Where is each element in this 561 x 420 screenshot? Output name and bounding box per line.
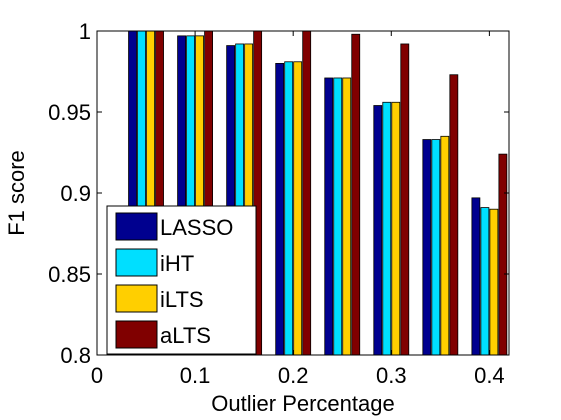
bar-iht-4 xyxy=(333,77,343,356)
legend-label-ilts: iLTS xyxy=(160,287,204,312)
bar-ilts-3 xyxy=(293,61,303,356)
bar-lasso-5 xyxy=(373,105,383,356)
y-tick-label: 0.8 xyxy=(60,343,91,368)
bar-iht-5 xyxy=(382,101,392,356)
x-tick-label: 0.3 xyxy=(376,363,407,388)
bar-ilts-6 xyxy=(440,135,450,356)
bar-lasso-6 xyxy=(422,139,432,356)
bar-alts-3 xyxy=(302,30,312,356)
bar-iht-7 xyxy=(480,207,490,356)
bar-ilts-4 xyxy=(342,77,352,356)
x-tick-label: 0.2 xyxy=(278,363,309,388)
legend-label-iht: iHT xyxy=(160,251,194,276)
bar-iht-6 xyxy=(431,139,441,356)
axis-tick-labels: 0.8 0.85 0.9 0.95 1 0 0.1 0.2 0.3 0.4 xyxy=(48,19,505,388)
bar-ilts-5 xyxy=(391,101,401,356)
legend-swatch-lasso xyxy=(115,212,158,241)
bar-alts-6 xyxy=(449,74,459,356)
legend-label-lasso: LASSO xyxy=(160,215,233,240)
bar-lasso-3 xyxy=(275,63,285,356)
x-tick-label: 0 xyxy=(91,363,103,388)
bar-ilts-7 xyxy=(489,208,499,356)
legend-swatch-ilts xyxy=(115,284,158,313)
bar-alts-4 xyxy=(351,33,361,356)
bar-lasso-4 xyxy=(324,77,334,356)
legend-swatch-alts xyxy=(115,320,158,349)
x-tick-label: 0.1 xyxy=(180,363,211,388)
bar-iht-3 xyxy=(284,61,294,356)
y-tick-label: 0.95 xyxy=(48,100,91,125)
y-tick-label: 1 xyxy=(79,19,91,44)
y-tick-label: 0.9 xyxy=(60,181,91,206)
x-tick-label: 0.4 xyxy=(474,363,505,388)
bar-alts-7 xyxy=(498,153,508,356)
y-tick-label: 0.85 xyxy=(48,262,91,287)
y-axis-title: F1 score xyxy=(4,150,29,236)
x-axis-title: Outlier Percentage xyxy=(211,391,394,416)
legend-label-alts: aLTS xyxy=(160,323,211,348)
legend-swatch-iht xyxy=(115,248,158,277)
legend: LASSO iHT iLTS aLTS xyxy=(106,205,257,355)
bar-lasso-7 xyxy=(471,197,481,356)
bar-alts-5 xyxy=(400,43,410,356)
